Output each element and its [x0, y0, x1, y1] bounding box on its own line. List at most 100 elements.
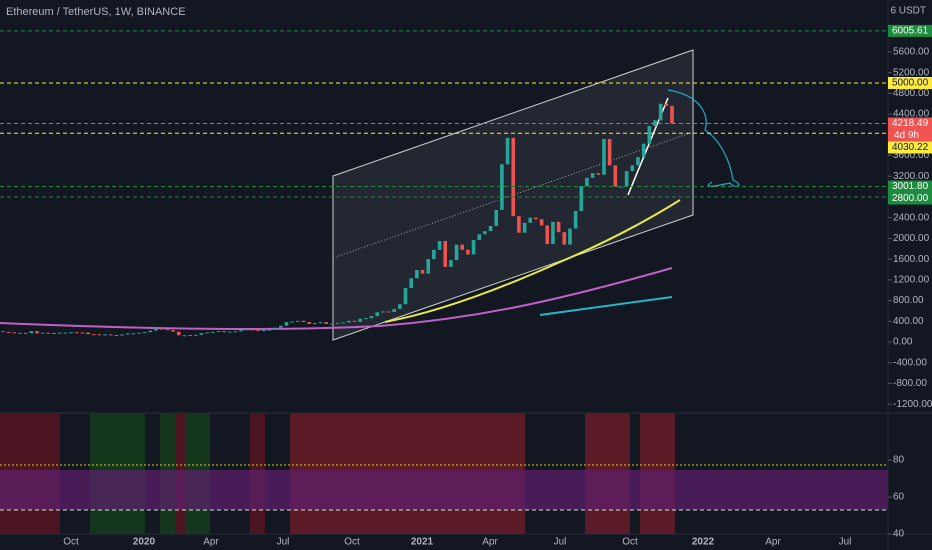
- candle: [636, 157, 640, 166]
- chart-title: Ethereum / TetherUS, 1W, BINANCE: [6, 6, 186, 18]
- y-tick-label: 5600.00: [893, 47, 930, 58]
- candle: [63, 332, 68, 334]
- candle: [437, 240, 442, 250]
- rsi-tick-label: 80: [893, 455, 905, 466]
- y-tick-label: 1200.00: [893, 274, 930, 285]
- candle: [74, 332, 79, 334]
- candle: [471, 239, 476, 255]
- candle: [142, 332, 147, 334]
- x-tick-label: Apr: [203, 537, 219, 548]
- x-tick-label: Jul: [277, 537, 290, 548]
- candle: [131, 333, 136, 335]
- candle: [386, 311, 391, 313]
- candle: [273, 327, 277, 330]
- y-tick-label: 800.00: [893, 295, 924, 306]
- candle: [114, 335, 119, 337]
- candle: [347, 320, 351, 323]
- candle: [222, 331, 226, 333]
- candle: [630, 165, 635, 172]
- x-tick-label: Jul: [839, 537, 852, 548]
- channel-mid: [332, 131, 694, 259]
- candle: [57, 332, 62, 334]
- candle: [125, 333, 130, 335]
- candle: [108, 334, 113, 336]
- candle: [670, 105, 674, 124]
- candle: [244, 329, 249, 331]
- ma-line: [539, 296, 673, 316]
- candle: [517, 216, 521, 233]
- candle: [318, 322, 323, 324]
- price-label: 4030.22: [892, 142, 929, 153]
- ma-line: [384, 199, 681, 323]
- candle: [256, 330, 260, 332]
- y-tick-label: 400.00: [893, 316, 924, 327]
- candle: [216, 331, 221, 333]
- candle: [364, 318, 368, 320]
- candle: [585, 177, 589, 187]
- candle: [86, 332, 90, 335]
- candle: [562, 232, 567, 245]
- y-tick-label: 0.00: [893, 337, 913, 348]
- candle: [522, 222, 527, 233]
- candle: [596, 173, 601, 175]
- candle: [505, 137, 510, 165]
- candle: [261, 330, 266, 332]
- candle: [579, 186, 584, 211]
- price-label-box: [888, 76, 932, 89]
- y-tick-label: -800.00: [893, 378, 927, 389]
- y-tick-label: 3600.00: [893, 150, 930, 161]
- candle: [483, 231, 487, 235]
- price-label: 6005.61: [892, 26, 929, 37]
- candle: [29, 331, 34, 334]
- rsi-zones: [0, 412, 932, 534]
- candle: [539, 219, 544, 226]
- candle: [210, 331, 215, 333]
- candle: [454, 244, 459, 261]
- candle: [279, 325, 283, 328]
- candle: [6, 331, 11, 333]
- candle: [91, 334, 96, 336]
- price-label: 4218.49: [892, 118, 929, 129]
- y-tick-label: 4400.00: [893, 109, 930, 120]
- candle: [35, 331, 39, 334]
- currency: 6 USDT: [890, 6, 926, 17]
- candle: [619, 186, 623, 188]
- candle: [233, 331, 238, 333]
- candle: [267, 329, 272, 331]
- candle: [188, 335, 192, 337]
- y-tick-label: 3200.00: [893, 171, 930, 182]
- candle: [205, 332, 209, 334]
- candle: [182, 335, 187, 337]
- candle: [647, 125, 652, 144]
- candle: [534, 217, 538, 220]
- countdown: 4d 9h: [894, 130, 919, 141]
- candle: [103, 334, 107, 336]
- candle: [392, 308, 396, 312]
- candle: [12, 332, 17, 334]
- candle: [488, 225, 493, 232]
- candle: [449, 260, 453, 267]
- candle: [154, 328, 158, 331]
- candle: [171, 330, 175, 332]
- candle: [80, 332, 85, 334]
- candle: [313, 323, 317, 325]
- candle: [545, 225, 550, 245]
- y-tick-label: -400.00: [893, 357, 927, 368]
- candle: [18, 332, 22, 334]
- drawing: [667, 89, 740, 188]
- candle: [381, 311, 385, 313]
- candle: [369, 316, 374, 319]
- candle: [641, 143, 646, 158]
- candle: [301, 320, 306, 323]
- candle: [307, 322, 311, 324]
- candle: [296, 320, 300, 322]
- candle: [477, 234, 482, 240]
- x-tick-label: Oct: [622, 537, 638, 548]
- countdown-box: [888, 129, 932, 142]
- candle: [199, 333, 204, 335]
- x-tick-label: Oct: [63, 537, 79, 548]
- candle: [23, 332, 28, 334]
- rsi-tick-label: 40: [893, 529, 905, 540]
- candle: [432, 249, 436, 260]
- price-label-box: [888, 180, 932, 193]
